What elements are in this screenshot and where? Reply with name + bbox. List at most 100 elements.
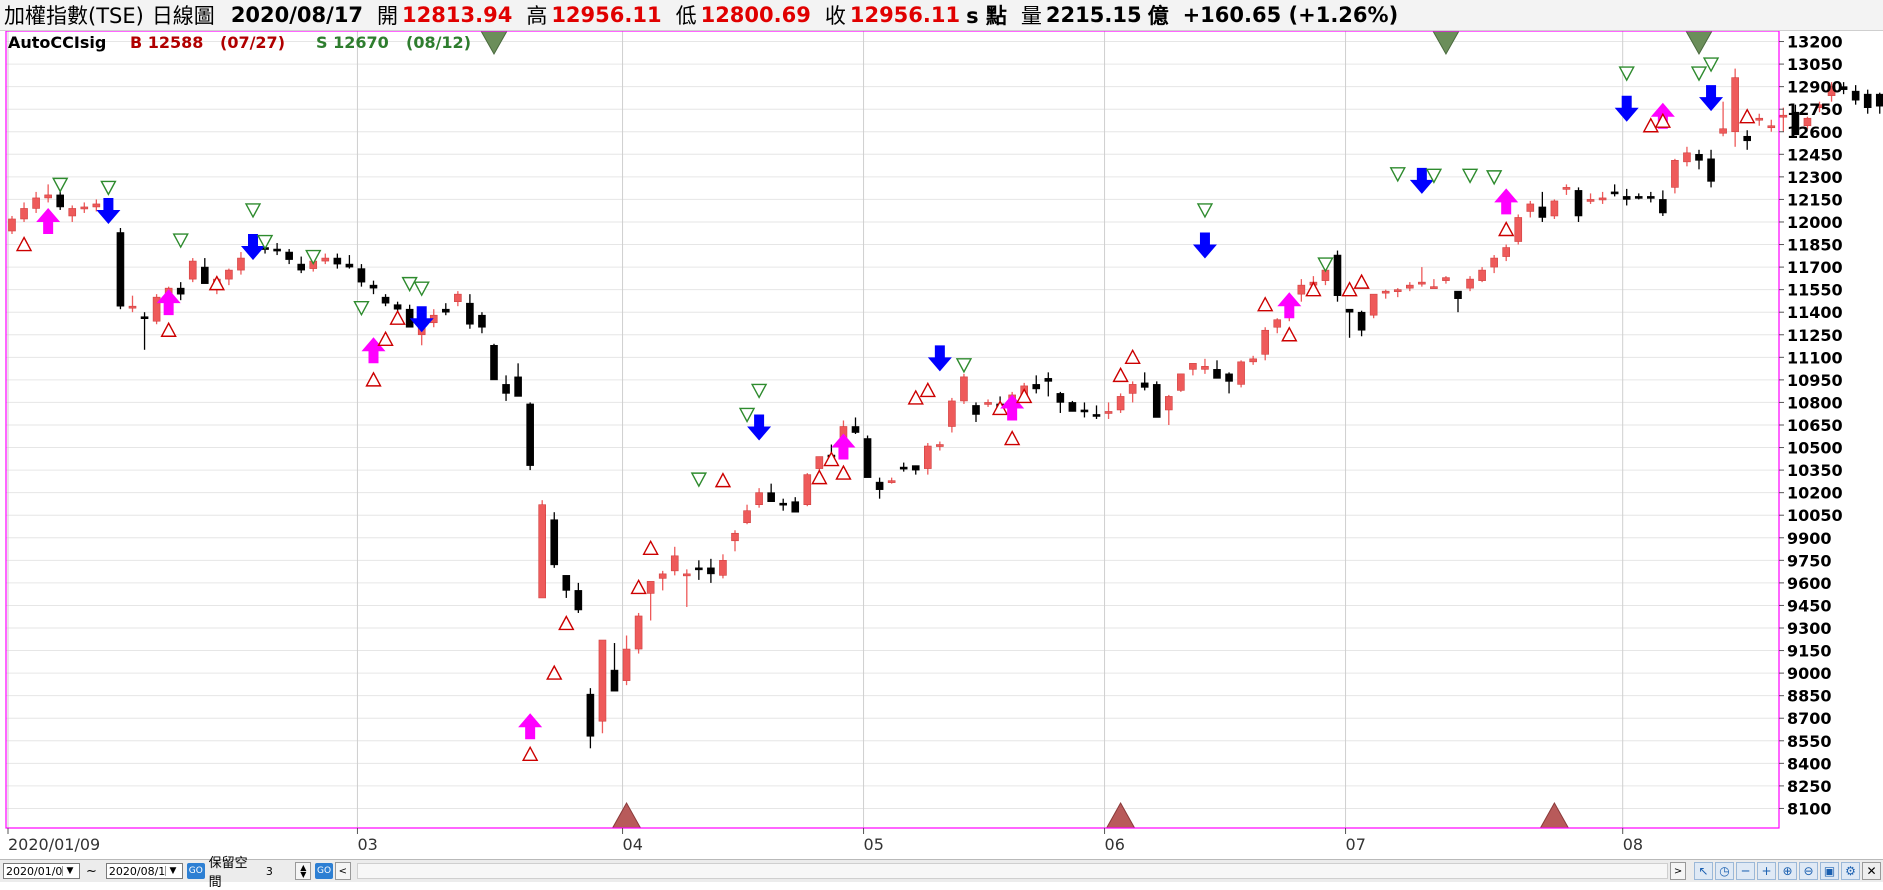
buy-triangle-marker — [836, 466, 850, 479]
y-tick-label: 12300 — [1787, 168, 1843, 187]
line-tool-icon[interactable]: ─ — [1736, 862, 1755, 880]
x-tick-label: 07 — [1346, 835, 1366, 854]
y-tick-label: 12900 — [1787, 78, 1843, 97]
candles — [9, 69, 1883, 749]
keep-space-input[interactable]: 3 — [266, 865, 296, 878]
zoom-in-icon[interactable]: ⊕ — [1778, 862, 1797, 880]
candle-body — [1045, 378, 1052, 381]
y-tick-label: 9450 — [1787, 596, 1832, 615]
settings-icon[interactable]: ⚙ — [1841, 862, 1860, 880]
candle-body — [21, 208, 28, 219]
big-up-marker — [1107, 803, 1135, 828]
close-icon[interactable]: ✕ — [1862, 862, 1881, 880]
big-down-marker — [1686, 31, 1712, 54]
candle-body — [298, 264, 305, 270]
candle-body — [1189, 363, 1196, 369]
candle-body — [1262, 330, 1269, 354]
candle-body — [1394, 290, 1401, 292]
candle-body — [346, 264, 353, 267]
zoom-out-icon[interactable]: ⊖ — [1799, 862, 1818, 880]
y-tick-label: 11400 — [1787, 303, 1843, 322]
candle-body — [1346, 309, 1353, 312]
candle-body — [1141, 383, 1148, 388]
candle-body — [225, 270, 232, 279]
candle-body — [1539, 207, 1546, 218]
sell-triangle-marker — [403, 278, 417, 291]
candle-body — [466, 303, 473, 324]
end-date-select[interactable]: 2020/08/1 ▼ — [106, 863, 183, 879]
y-tick-label: 9000 — [1787, 664, 1832, 683]
candle-body — [274, 249, 281, 251]
sell-triangle-marker — [1704, 58, 1718, 71]
candle-body — [1696, 154, 1703, 160]
candle-body — [719, 560, 726, 575]
fit-icon[interactable]: ▣ — [1820, 862, 1839, 880]
period-label: 日線圖 — [152, 0, 215, 30]
candlestick-chart[interactable]: 1320013050129001275012600124501230012150… — [0, 31, 1883, 859]
candle-body — [1527, 204, 1534, 212]
buy-arrow-marker — [1494, 188, 1518, 214]
candle-body — [322, 258, 329, 261]
y-tick-label: 8700 — [1787, 709, 1832, 728]
buy-triangle-marker — [1355, 275, 1369, 288]
y-tick-label: 9600 — [1787, 574, 1832, 593]
close-value: 12956.11 — [850, 3, 960, 27]
candle-body — [1406, 285, 1413, 288]
clock-icon[interactable]: ◷ — [1715, 862, 1734, 880]
scroll-right-button[interactable]: > — [1670, 862, 1686, 880]
change-value: +160.65 (+1.26%) — [1183, 3, 1399, 27]
candle-body — [587, 694, 594, 736]
buy-triangle-marker — [559, 616, 573, 629]
pointer-icon[interactable]: ↖ — [1694, 862, 1713, 880]
plot-frame — [6, 31, 1779, 828]
volume-value: 2215.15 — [1046, 3, 1142, 27]
chevron-down-icon: ▼ — [62, 866, 77, 876]
buy-triangle-marker — [1644, 119, 1658, 132]
sell-triangle-marker — [101, 181, 115, 194]
candle-body — [69, 208, 76, 216]
candle-body — [744, 511, 751, 523]
y-tick-label: 11850 — [1787, 236, 1843, 255]
candle-body — [924, 446, 931, 469]
y-tick-label: 10050 — [1787, 506, 1843, 525]
sell-triangle-marker — [246, 204, 260, 217]
candle-body — [1551, 201, 1558, 216]
candle-body — [948, 401, 955, 427]
candle-body — [1503, 248, 1510, 257]
candle-body — [478, 315, 485, 327]
buy-arrow-marker — [36, 208, 60, 234]
candle-body — [659, 574, 666, 579]
candle-body — [394, 305, 401, 310]
crosshair-icon[interactable]: + — [1757, 862, 1776, 880]
chart-scrollbar[interactable] — [357, 863, 1669, 879]
sell-arrow-marker — [1615, 96, 1639, 122]
y-tick-label: 8850 — [1787, 687, 1832, 706]
candle-body — [189, 261, 196, 279]
candle-body — [876, 482, 883, 490]
end-date-value: 2020/08/1 — [109, 865, 165, 878]
buy-triangle-marker — [391, 311, 405, 324]
start-date-select[interactable]: 2020/01/0 ▼ — [3, 863, 80, 879]
close-label: 收 — [825, 0, 846, 30]
scroll-left-button[interactable]: < — [335, 862, 351, 880]
candle-body — [370, 285, 377, 288]
y-axis: 1320013050129001275012600124501230012150… — [1779, 33, 1843, 819]
go-button[interactable]: GO — [187, 863, 205, 879]
candle-body — [1671, 160, 1678, 187]
candle-body — [1744, 136, 1751, 141]
sell-triangle-marker — [740, 408, 754, 421]
candle-body — [1201, 366, 1208, 369]
candle-body — [1732, 78, 1739, 132]
indicator-name: AutoCCIsig — [8, 33, 106, 52]
candle-body — [1611, 192, 1618, 194]
keep-space-stepper[interactable]: ▲▼ — [295, 862, 311, 880]
buy-triangle-marker — [162, 323, 176, 336]
go-button-2[interactable]: GO — [315, 863, 333, 879]
x-tick-label: 06 — [1105, 835, 1125, 854]
sell-arrow-marker — [1699, 85, 1723, 111]
candle-body — [93, 204, 100, 207]
candle-body — [1057, 393, 1064, 402]
candle-body — [1238, 362, 1245, 385]
candle-body — [442, 309, 449, 312]
